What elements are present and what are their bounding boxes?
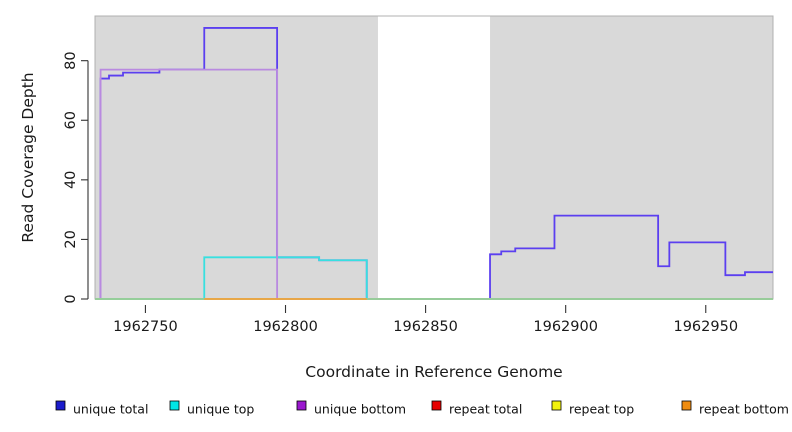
legend-item-unique-total[interactable]: unique total: [55, 400, 148, 417]
legend-label-1: unique top: [187, 402, 254, 417]
legend-label-3: repeat total: [449, 402, 522, 417]
y-tick-label-0: 0: [63, 294, 79, 303]
x-tick-label-1: 1962800: [253, 319, 318, 335]
legend-swatch-5: [681, 400, 692, 411]
legend-label-4: repeat top: [569, 402, 634, 417]
legend-swatch-4: [551, 400, 562, 411]
legend-item-repeat-total[interactable]: repeat total: [431, 400, 522, 417]
legend-item-unique-top[interactable]: unique top: [169, 400, 254, 417]
legend-swatch-2: [296, 400, 307, 411]
y-tick-label-4: 80: [63, 51, 79, 69]
series-line-unique-top: [95, 256, 773, 300]
legend-label-0: unique total: [73, 402, 148, 417]
legend-label-2: unique bottom: [314, 402, 406, 417]
x-tick-label-3: 1962900: [533, 319, 598, 335]
x-tick-label-2: 1962850: [393, 319, 458, 335]
x-axis-title: Coordinate in Reference Genome: [305, 363, 562, 381]
y-tick-label-3: 60: [63, 111, 79, 129]
legend-swatch-0: [55, 400, 66, 411]
repeat-shading-layer: [94, 15, 774, 300]
legend-item-repeat-top[interactable]: repeat top: [551, 400, 634, 417]
legend-item-repeat-bottom[interactable]: repeat bottom: [681, 400, 789, 417]
legend-swatch-3: [431, 400, 442, 411]
legend-label-5: repeat bottom: [699, 402, 789, 417]
y-tick-label-2: 40: [63, 171, 79, 189]
y-tick-label-1: 20: [63, 230, 79, 248]
legend-layer: unique total unique top unique bottom repea…: [55, 400, 789, 417]
legend-item-unique-bottom[interactable]: unique bottom: [296, 400, 406, 417]
axis-label-layer: 0 20 40 60 80 1962750 1962800 1962850 1962900 196…: [19, 51, 738, 381]
axis-layer: [81, 60, 707, 313]
x-tick-label-0: 1962750: [113, 319, 178, 335]
shaded-region-1: [490, 16, 773, 299]
y-axis-title: Read Coverage Depth: [19, 72, 37, 242]
x-tick-label-4: 1962950: [673, 319, 738, 335]
shaded-region-0: [95, 16, 378, 299]
series-layer: [95, 27, 773, 300]
legend-swatch-1: [169, 400, 180, 411]
